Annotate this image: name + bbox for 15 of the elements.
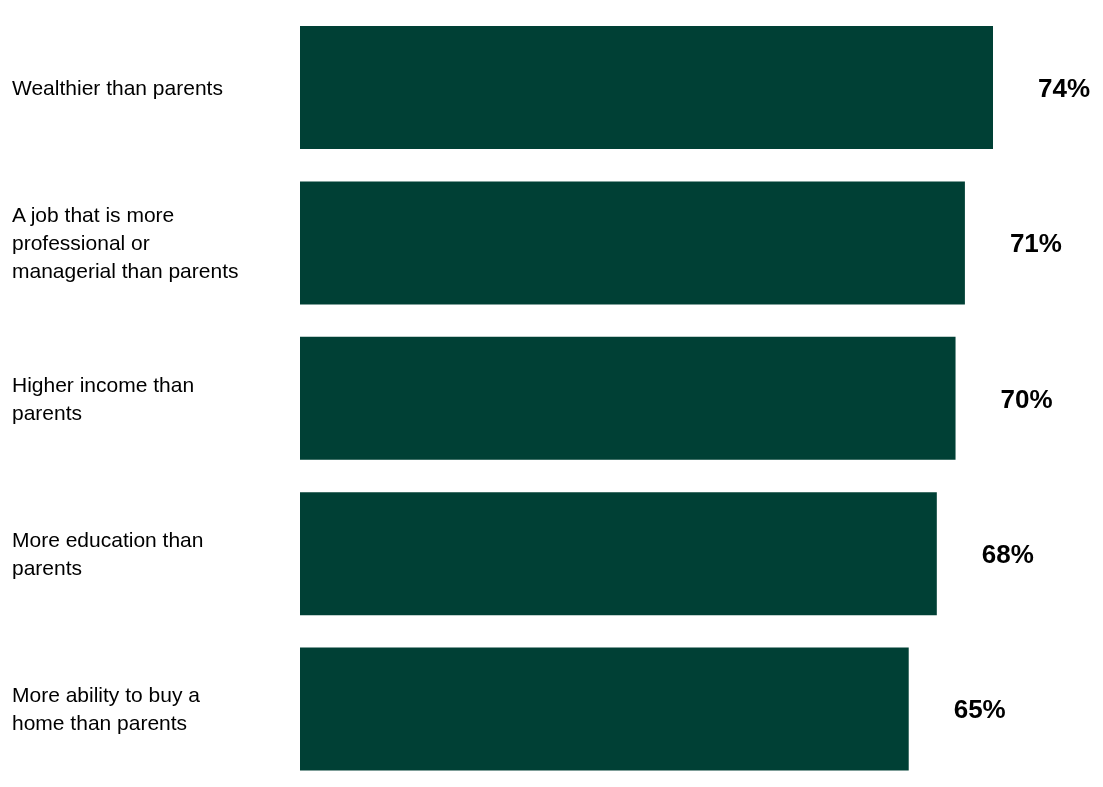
data-label: 74% [1038, 72, 1091, 103]
y-tick-label: Wealthier than parents [12, 74, 223, 101]
bar [300, 336, 956, 460]
bar [300, 492, 937, 616]
y-tick-label: A job that is more professional or managerial than parents [12, 202, 240, 285]
y-tick-label: More education than parents [12, 526, 205, 581]
bar [300, 181, 965, 305]
y-tick-label: More ability to buy a home than parents [12, 682, 201, 737]
data-label: 70% [1000, 383, 1053, 414]
data-label: 71% [1009, 228, 1062, 259]
bar [300, 26, 993, 149]
y-tick-label: Higher income than parents [12, 371, 196, 426]
data-label: 68% [981, 538, 1034, 569]
bar [300, 647, 909, 771]
data-label: 65% [953, 694, 1006, 725]
